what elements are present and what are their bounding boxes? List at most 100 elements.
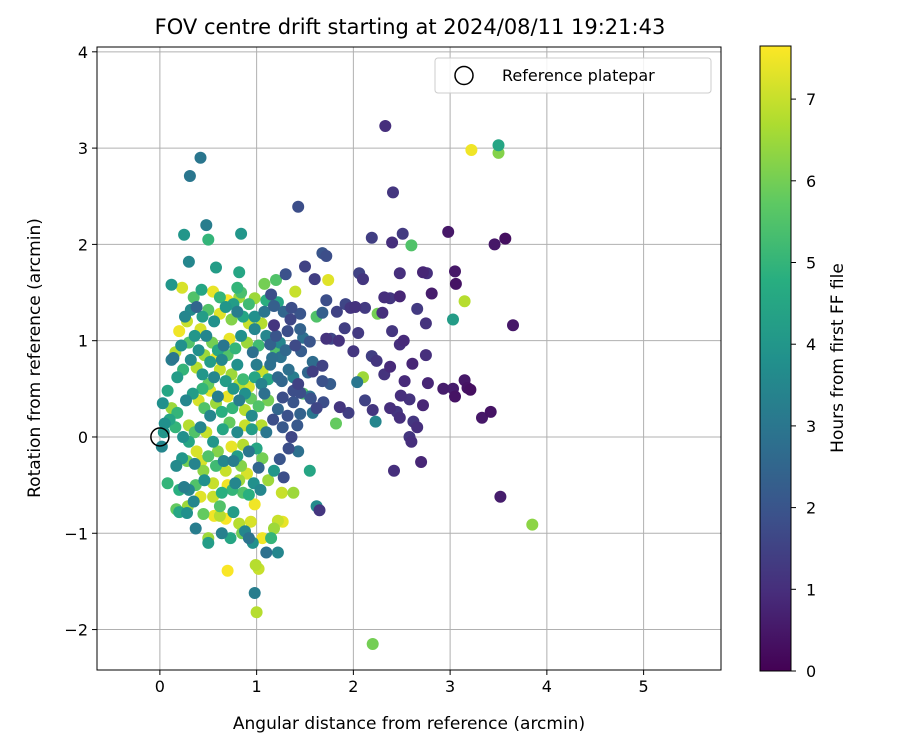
- data-point: [406, 357, 419, 370]
- data-point: [313, 504, 326, 517]
- data-point: [351, 376, 364, 389]
- data-point: [294, 307, 307, 320]
- data-point: [194, 151, 207, 164]
- data-point: [266, 352, 279, 364]
- data-point: [219, 301, 232, 313]
- data-point: [258, 277, 271, 290]
- data-point: [449, 277, 462, 290]
- reference-marker: [150, 427, 170, 447]
- data-point: [349, 301, 362, 313]
- data-point: [213, 500, 226, 513]
- x-axis-ticks: 0 1 2 3 4 5: [155, 670, 649, 696]
- data-point: [405, 435, 418, 448]
- data-point: [156, 397, 169, 410]
- data-point: [333, 401, 346, 414]
- data-point: [299, 260, 311, 273]
- data-point: [258, 305, 271, 318]
- data-point: [393, 290, 406, 303]
- data-point: [330, 417, 342, 430]
- data-point: [268, 300, 280, 312]
- data-point: [175, 339, 188, 352]
- data-point: [197, 508, 210, 520]
- data-point: [419, 349, 432, 362]
- data-point: [265, 288, 278, 301]
- data-point: [196, 368, 209, 381]
- data-point: [215, 527, 228, 540]
- data-point: [248, 323, 261, 336]
- data-point: [231, 358, 244, 371]
- data-point: [204, 409, 217, 422]
- data-point: [281, 409, 294, 422]
- data-point: [242, 532, 255, 545]
- data-point: [394, 389, 407, 402]
- data-point: [449, 265, 461, 278]
- data-point: [316, 359, 329, 372]
- data-point: [229, 477, 242, 490]
- data-point: [282, 363, 295, 376]
- data-point: [308, 273, 321, 286]
- data-point: [244, 515, 257, 528]
- data-points: [155, 120, 539, 650]
- data-point: [202, 233, 215, 246]
- data-point: [425, 287, 438, 300]
- data-point: [210, 261, 222, 274]
- data-point: [437, 382, 450, 395]
- data-point: [256, 452, 269, 465]
- data-point: [384, 360, 397, 373]
- data-point: [155, 440, 168, 453]
- x-tick-label: 5: [639, 677, 649, 696]
- data-point: [190, 301, 203, 313]
- data-point: [231, 305, 244, 318]
- colorbar-tick-label: 2: [806, 499, 816, 518]
- reference-platepar-marker: [150, 427, 170, 447]
- data-point: [281, 325, 294, 338]
- data-point: [494, 490, 507, 503]
- plot-frame: [96, 46, 722, 671]
- colorbar-tick-label: 1: [806, 580, 816, 599]
- data-point: [170, 459, 183, 472]
- x-tick-label: 2: [348, 677, 358, 696]
- legend: Reference platepar: [434, 57, 712, 94]
- data-point: [330, 305, 343, 318]
- data-point: [419, 317, 432, 330]
- data-point: [303, 464, 316, 477]
- data-point: [161, 477, 174, 490]
- data-point: [202, 450, 215, 463]
- data-point: [304, 392, 317, 405]
- data-point: [176, 281, 189, 294]
- data-point: [188, 329, 201, 342]
- data-point: [488, 238, 501, 251]
- colorbar-tick-label: 0: [806, 662, 816, 681]
- data-point: [216, 423, 229, 436]
- data-point: [197, 464, 210, 477]
- data-point: [235, 329, 248, 342]
- data-point: [182, 255, 195, 268]
- data-point: [256, 532, 269, 545]
- data-point: [227, 382, 240, 395]
- x-tick-label: 1: [252, 677, 262, 696]
- data-point: [208, 371, 221, 384]
- data-point: [217, 455, 230, 467]
- data-point: [398, 375, 411, 388]
- data-point: [227, 455, 240, 467]
- data-point: [178, 481, 191, 493]
- data-point: [366, 404, 379, 416]
- data-point: [397, 334, 410, 347]
- data-point: [219, 375, 232, 388]
- data-point: [388, 464, 400, 477]
- data-point: [484, 405, 497, 418]
- data-point: [213, 291, 226, 304]
- data-point: [179, 310, 191, 323]
- data-point: [268, 522, 280, 535]
- data-point: [195, 283, 208, 296]
- data-point: [248, 587, 261, 599]
- data-point: [289, 285, 302, 298]
- data-point: [250, 606, 263, 619]
- data-point: [379, 120, 392, 132]
- data-point: [310, 402, 323, 415]
- colorbar-ticks: 0 1 2 3 4 5 6 7: [791, 90, 816, 681]
- data-point: [225, 440, 238, 453]
- x-axis-label: Angular distance from reference (arcmin): [233, 714, 585, 734]
- data-point: [265, 532, 278, 545]
- data-point: [211, 445, 224, 458]
